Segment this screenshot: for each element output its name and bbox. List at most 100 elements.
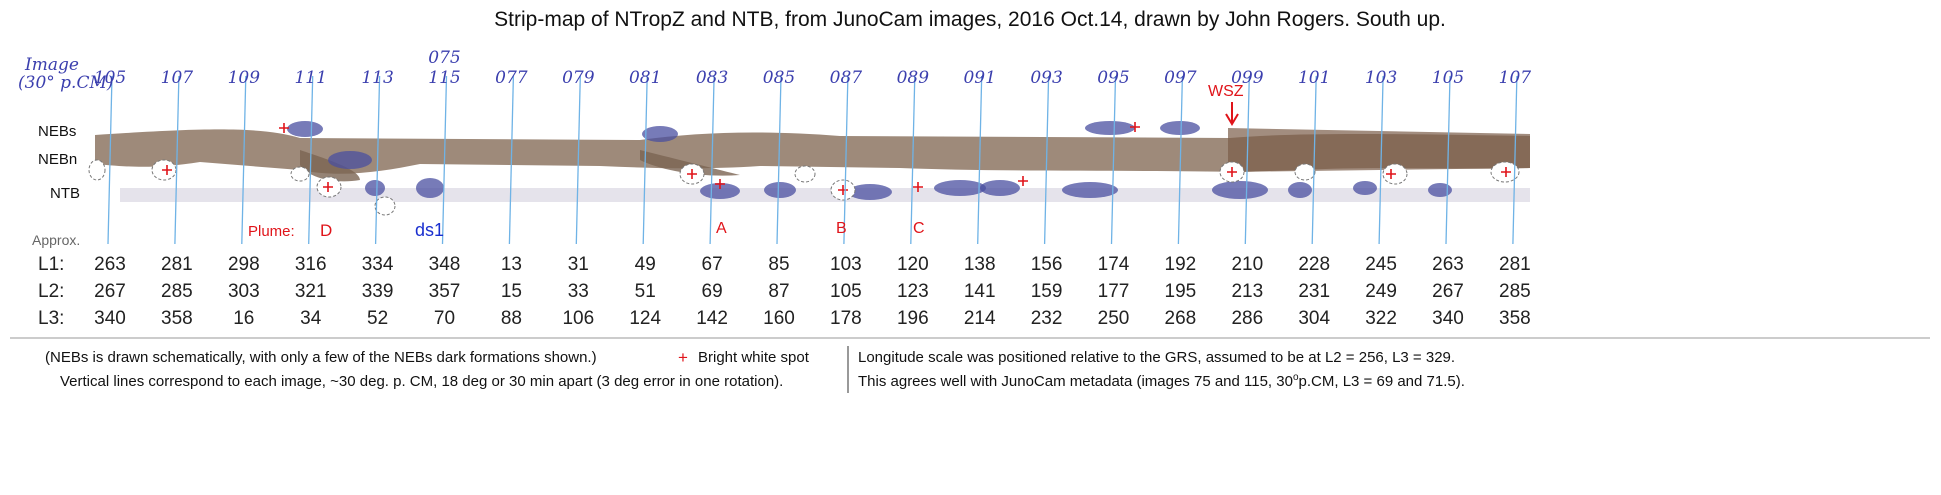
longitude: 49	[635, 254, 656, 275]
column-line	[910, 75, 916, 245]
longitude: 358	[161, 308, 193, 329]
column-line	[977, 75, 983, 245]
longitude: 298	[228, 254, 260, 275]
longitude: 105	[830, 281, 862, 302]
image-number: 075	[428, 48, 460, 68]
bright-spot	[687, 169, 697, 179]
column-line	[709, 75, 715, 245]
dark-spot	[642, 126, 678, 142]
column-line	[1043, 75, 1050, 245]
dark-spot	[1428, 183, 1452, 197]
image-number: 093	[1030, 68, 1062, 88]
neb-dark	[1228, 128, 1530, 172]
dark-spot	[287, 121, 323, 137]
longitude: 213	[1231, 281, 1263, 302]
dark-spot	[934, 180, 986, 196]
legend-text: Bright white spot	[698, 349, 810, 366]
image-number: 101	[1298, 68, 1330, 88]
dark-spot	[1160, 121, 1200, 135]
longitude: 322	[1365, 308, 1397, 329]
nebn-projections	[300, 150, 740, 182]
column-line	[308, 75, 314, 245]
annotation: C	[913, 220, 925, 237]
longitude: 281	[1499, 254, 1531, 275]
longitude: 286	[1231, 308, 1263, 329]
longitude: 178	[830, 308, 862, 329]
image-number: 107	[161, 68, 194, 88]
dark-spot	[1062, 182, 1118, 198]
wsz-arrow	[1225, 102, 1239, 126]
longitude: 120	[897, 254, 929, 275]
image-number: 103	[1365, 68, 1397, 88]
approx-label: Approx.	[32, 232, 80, 248]
bright-spot	[1018, 176, 1028, 186]
longitude: 103	[830, 254, 862, 275]
column-line	[1177, 75, 1184, 245]
dark-spot	[328, 151, 372, 169]
column-line	[1378, 75, 1384, 245]
image-number: 091	[963, 68, 995, 88]
dark-spot	[1085, 121, 1135, 135]
longitude: 51	[635, 281, 656, 302]
bright-spot	[715, 179, 725, 189]
row-label: L1:	[38, 254, 64, 275]
footnote-part: This agrees well with JunoCam metadata (…	[858, 373, 1293, 390]
annotation: Plume:	[248, 223, 295, 240]
longitude: 70	[434, 308, 455, 329]
longitude: 177	[1098, 281, 1130, 302]
image-number: 085	[763, 68, 795, 88]
dark-spot	[764, 182, 796, 198]
bright-spot	[1386, 169, 1396, 179]
longitude: 174	[1098, 254, 1130, 275]
annotation: WSZ	[1208, 83, 1244, 100]
bright-spot	[1227, 167, 1237, 177]
longitude: 16	[233, 308, 254, 329]
column-line	[374, 75, 381, 245]
dark-spot	[1212, 181, 1268, 199]
column-line	[843, 75, 849, 245]
longitude: 87	[768, 281, 789, 302]
longitude: 160	[763, 308, 795, 329]
longitude: 334	[362, 254, 394, 275]
longitude: 123	[897, 281, 929, 302]
footnote-part: p.CM, L3 = 69 and 71.5).	[1299, 373, 1465, 390]
longitude: 13	[501, 254, 522, 275]
dark-spot	[1288, 182, 1312, 198]
longitude: 196	[897, 308, 929, 329]
longitude: 210	[1231, 254, 1263, 275]
columns: 105 107 109 111 113 115 077 079 081 083 085 087 089 0…	[94, 48, 1532, 329]
row-label: L2:	[38, 281, 64, 302]
longitude: 268	[1165, 308, 1197, 329]
longitude: 357	[429, 281, 461, 302]
image-number: 089	[897, 68, 930, 88]
longitude: 263	[94, 254, 126, 275]
bright-spot	[1130, 122, 1140, 132]
longitude: 159	[1031, 281, 1063, 302]
longitude: 88	[501, 308, 522, 329]
annotation: B	[836, 220, 847, 237]
image-number: 095	[1097, 68, 1129, 88]
longitude: 214	[964, 308, 996, 329]
column-line	[174, 75, 180, 245]
white-spot	[1294, 163, 1316, 181]
footnote: Vertical lines correspond to each image,…	[60, 373, 783, 390]
column-line	[776, 75, 782, 245]
image-axis-label: (30° p.CM)	[18, 73, 114, 93]
column-line	[1311, 75, 1317, 245]
image-number: 081	[629, 68, 661, 88]
longitude: 192	[1165, 254, 1197, 275]
image-number: 107	[1499, 68, 1532, 88]
footnote: Longitude scale was positioned relative …	[858, 349, 1455, 366]
dark-spot	[1353, 181, 1377, 195]
column-line	[575, 75, 581, 245]
longitude: 33	[568, 281, 589, 302]
image-number: 109	[228, 68, 261, 88]
image-number: 077	[495, 68, 528, 88]
longitude: 15	[501, 281, 522, 302]
longitude: 321	[295, 281, 327, 302]
longitude: 303	[228, 281, 260, 302]
longitude: 358	[1499, 308, 1531, 329]
longitude: 67	[702, 254, 723, 275]
dark-spot	[365, 180, 385, 196]
